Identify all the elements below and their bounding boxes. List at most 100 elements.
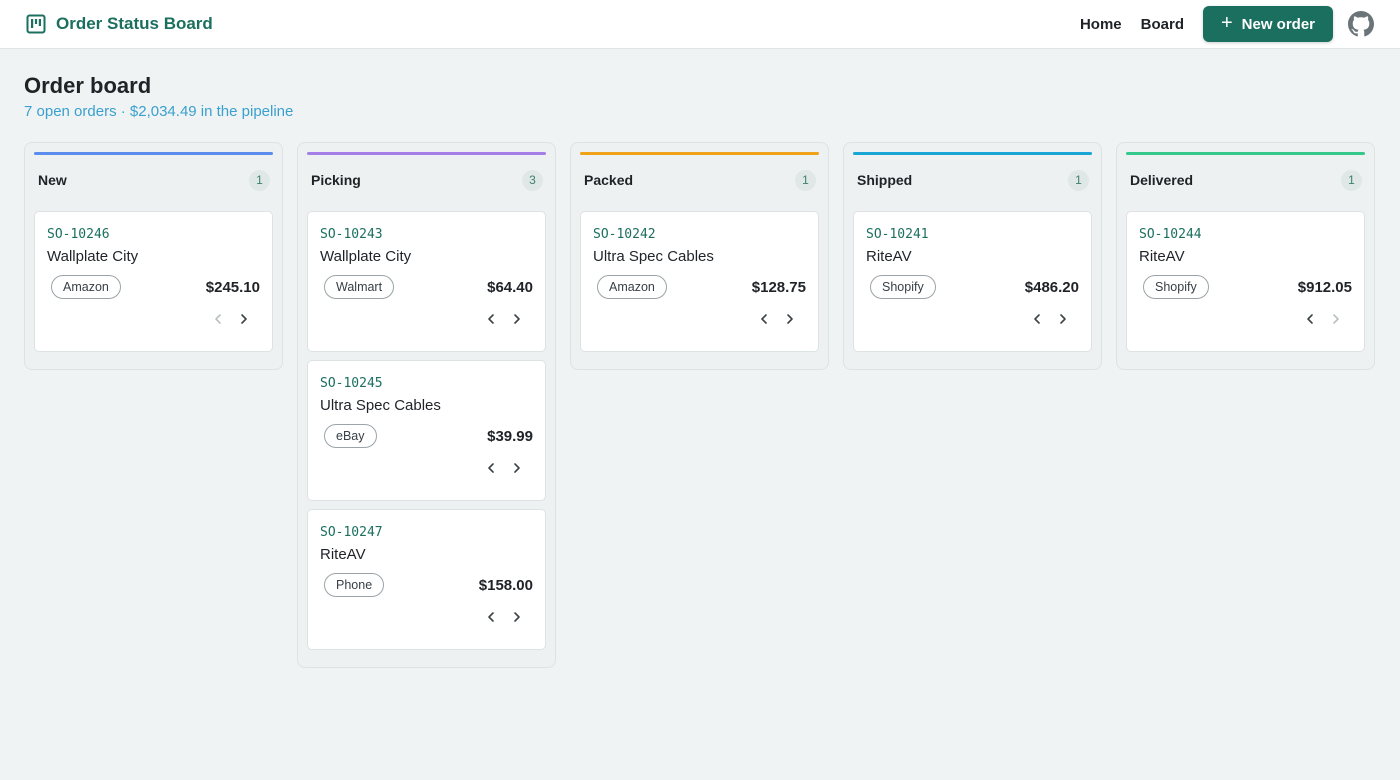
page-header: Order board 7 open orders · $2,034.49 in… bbox=[0, 49, 1400, 120]
move-right-chevron-icon[interactable] bbox=[509, 609, 525, 625]
customer-name: RiteAV bbox=[1139, 248, 1185, 265]
customer-name: Wallplate City bbox=[320, 248, 412, 265]
card-actions bbox=[320, 311, 533, 327]
column-packed: Packed 1 SO-10242 Ultra Spec Cables Amaz… bbox=[570, 142, 829, 370]
order-card[interactable]: SO-10246 Wallplate City Amazon $245.10 bbox=[34, 211, 273, 352]
order-amount: $912.05 bbox=[1297, 278, 1352, 296]
plus-icon: + bbox=[1220, 12, 1233, 34]
column-count-badge: 1 bbox=[795, 169, 816, 191]
customer-name: Wallplate City bbox=[47, 248, 139, 265]
column-new: New 1 SO-10246 Wallplate City Amazon $24… bbox=[24, 142, 283, 370]
order-id: SO-10246 bbox=[47, 227, 110, 242]
customer-name: Ultra Spec Cables bbox=[593, 248, 714, 265]
customer-name: Ultra Spec Cables bbox=[320, 397, 441, 414]
move-left-chevron-icon[interactable] bbox=[1029, 311, 1045, 327]
card-actions bbox=[320, 460, 533, 476]
card-actions bbox=[47, 311, 260, 327]
column-count-badge: 1 bbox=[249, 169, 270, 191]
move-right-chevron-icon bbox=[1328, 311, 1344, 327]
column-accent-bar bbox=[34, 152, 273, 155]
column-accent-bar bbox=[1126, 152, 1365, 155]
order-id: SO-10242 bbox=[593, 227, 656, 242]
brand-link[interactable]: Order Status Board bbox=[26, 14, 213, 34]
order-meta: Amazon $128.75 bbox=[593, 275, 806, 299]
brand-title: Order Status Board bbox=[56, 14, 213, 33]
column-count-badge: 1 bbox=[1068, 169, 1089, 191]
column-title: New bbox=[38, 172, 67, 188]
order-card[interactable]: SO-10247 RiteAV Phone $158.00 bbox=[307, 509, 546, 650]
kanban-board-icon bbox=[26, 14, 46, 34]
card-actions bbox=[593, 311, 806, 327]
nav-board-link[interactable]: Board bbox=[1140, 15, 1184, 33]
column-title: Shipped bbox=[857, 172, 913, 188]
customer-name: RiteAV bbox=[320, 546, 366, 563]
customer-name: RiteAV bbox=[866, 248, 912, 265]
order-meta: Walmart $64.40 bbox=[320, 275, 533, 299]
column-count-badge: 1 bbox=[1341, 169, 1362, 191]
new-order-label: New order bbox=[1241, 15, 1316, 33]
column-accent-bar bbox=[853, 152, 1092, 155]
column-delivered: Delivered 1 SO-10244 RiteAV Shopify $912… bbox=[1116, 142, 1375, 370]
order-amount: $245.10 bbox=[205, 278, 260, 296]
channel-badge: Shopify bbox=[870, 275, 936, 299]
page-subtitle: 7 open orders · $2,034.49 in the pipelin… bbox=[24, 103, 294, 120]
order-amount: $128.75 bbox=[751, 278, 806, 296]
order-amount: $64.40 bbox=[487, 278, 533, 296]
order-meta: Amazon $245.10 bbox=[47, 275, 260, 299]
column-header: New 1 bbox=[34, 155, 273, 205]
order-amount: $486.20 bbox=[1024, 278, 1079, 296]
top-navbar: Order Status Board Home Board + New orde… bbox=[0, 0, 1400, 49]
order-id: SO-10245 bbox=[320, 376, 383, 391]
order-card[interactable]: SO-10245 Ultra Spec Cables eBay $39.99 bbox=[307, 360, 546, 501]
card-actions bbox=[1139, 311, 1352, 327]
move-left-chevron-icon[interactable] bbox=[1302, 311, 1318, 327]
order-meta: Shopify $486.20 bbox=[866, 275, 1079, 299]
order-card[interactable]: SO-10241 RiteAV Shopify $486.20 bbox=[853, 211, 1092, 352]
channel-badge: Shopify bbox=[1143, 275, 1209, 299]
move-right-chevron-icon[interactable] bbox=[782, 311, 798, 327]
column-accent-bar bbox=[307, 152, 546, 155]
channel-badge: Walmart bbox=[324, 275, 395, 299]
column-title: Picking bbox=[311, 172, 361, 188]
page-title: Order board bbox=[24, 73, 152, 98]
column-shipped: Shipped 1 SO-10241 RiteAV Shopify $486.2… bbox=[843, 142, 1102, 370]
order-id: SO-10244 bbox=[1139, 227, 1202, 242]
column-title: Delivered bbox=[1130, 172, 1194, 188]
order-meta: Phone $158.00 bbox=[320, 573, 533, 597]
order-card[interactable]: SO-10242 Ultra Spec Cables Amazon $128.7… bbox=[580, 211, 819, 352]
order-id: SO-10247 bbox=[320, 525, 383, 540]
move-right-chevron-icon[interactable] bbox=[509, 460, 525, 476]
move-right-chevron-icon[interactable] bbox=[236, 311, 252, 327]
order-card[interactable]: SO-10244 RiteAV Shopify $912.05 bbox=[1126, 211, 1365, 352]
column-count-badge: 3 bbox=[522, 169, 543, 191]
channel-badge: Amazon bbox=[597, 275, 667, 299]
move-left-chevron-icon[interactable] bbox=[483, 311, 499, 327]
column-accent-bar bbox=[580, 152, 819, 155]
move-right-chevron-icon[interactable] bbox=[1055, 311, 1071, 327]
new-order-button[interactable]: + New order bbox=[1203, 6, 1333, 42]
card-actions bbox=[320, 609, 533, 625]
column-picking: Picking 3 SO-10243 Wallplate City Walmar… bbox=[297, 142, 556, 668]
column-header: Shipped 1 bbox=[853, 155, 1092, 205]
move-right-chevron-icon[interactable] bbox=[509, 311, 525, 327]
column-title: Packed bbox=[584, 172, 634, 188]
card-actions bbox=[866, 311, 1079, 327]
order-amount: $39.99 bbox=[487, 427, 533, 445]
order-amount: $158.00 bbox=[478, 576, 533, 594]
github-icon[interactable] bbox=[1348, 11, 1374, 37]
move-left-chevron-icon[interactable] bbox=[483, 460, 499, 476]
nav-home-link[interactable]: Home bbox=[1079, 15, 1122, 33]
kanban-board: New 1 SO-10246 Wallplate City Amazon $24… bbox=[0, 142, 1400, 668]
channel-badge: eBay bbox=[324, 424, 377, 448]
channel-badge: Phone bbox=[324, 573, 385, 597]
column-header: Packed 1 bbox=[580, 155, 819, 205]
column-header: Picking 3 bbox=[307, 155, 546, 205]
channel-badge: Amazon bbox=[51, 275, 121, 299]
order-meta: eBay $39.99 bbox=[320, 424, 533, 448]
order-id: SO-10241 bbox=[866, 227, 929, 242]
order-card[interactable]: SO-10243 Wallplate City Walmart $64.40 bbox=[307, 211, 546, 352]
order-meta: Shopify $912.05 bbox=[1139, 275, 1352, 299]
move-left-chevron-icon bbox=[210, 311, 226, 327]
move-left-chevron-icon[interactable] bbox=[756, 311, 772, 327]
move-left-chevron-icon[interactable] bbox=[483, 609, 499, 625]
